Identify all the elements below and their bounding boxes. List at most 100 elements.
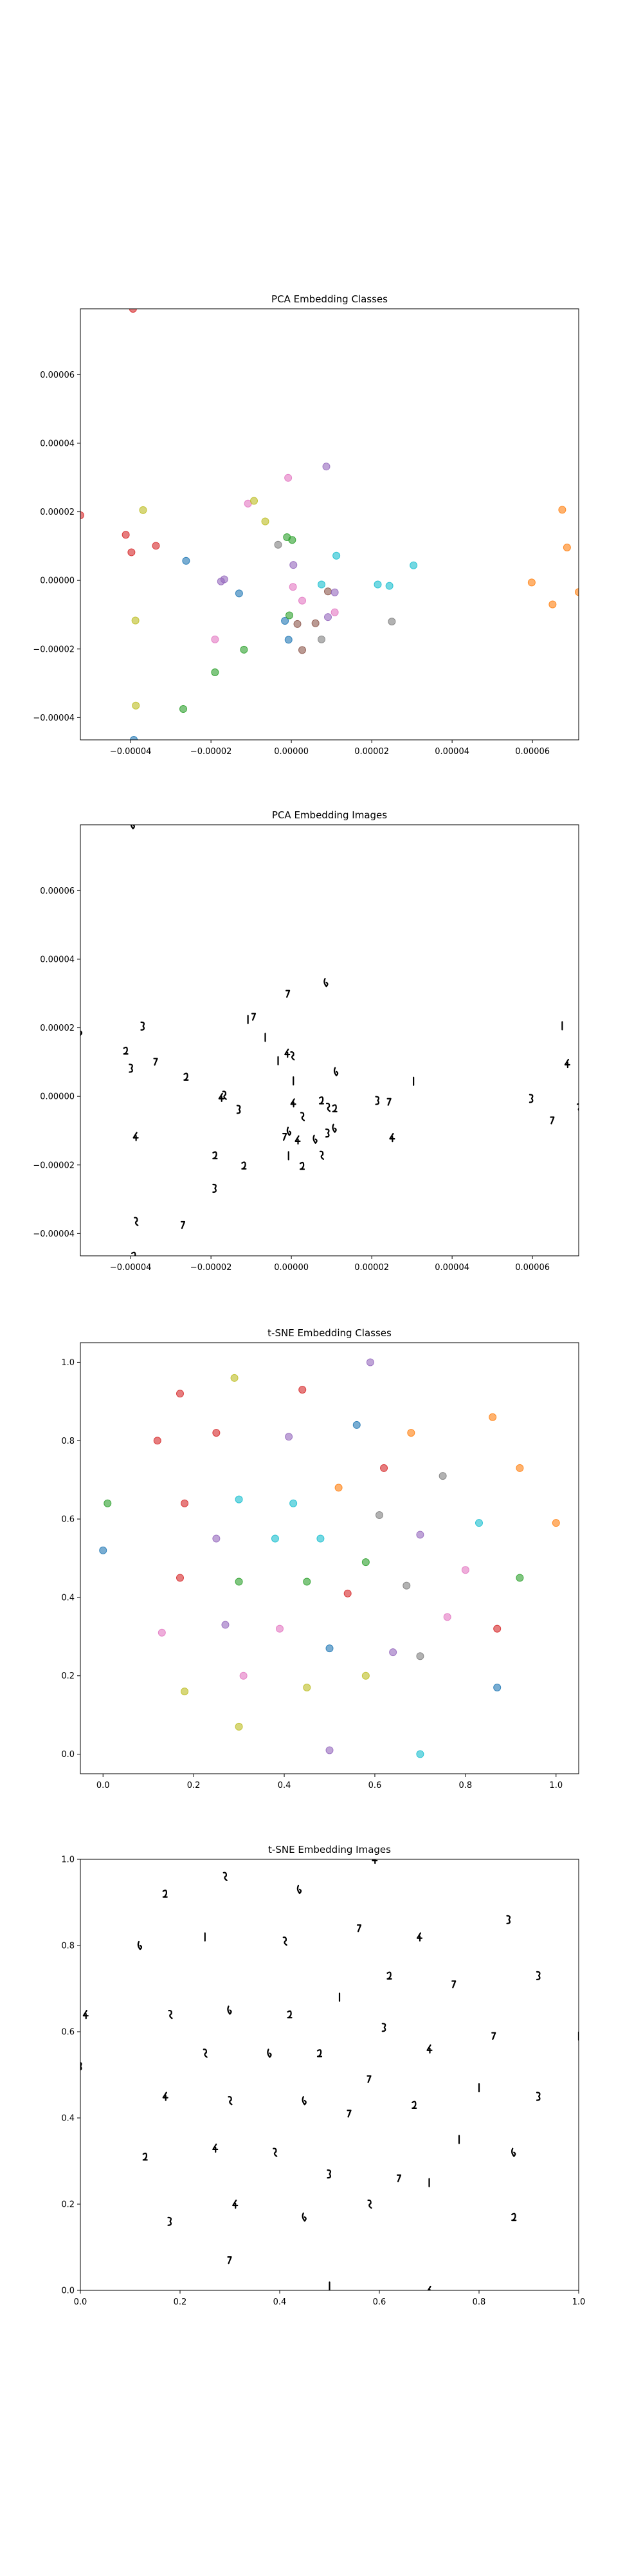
- data-point: [284, 474, 293, 482]
- x-tick-label: 0.00002: [354, 1263, 389, 1273]
- data-point: [489, 1413, 497, 1421]
- x-tick-label: −0.00004: [110, 747, 152, 757]
- x-tick-label: −0.00002: [190, 1263, 232, 1273]
- data-point: [385, 582, 394, 590]
- x-tick-label: 0.00000: [274, 1263, 309, 1273]
- digit-thumbnail: [491, 2032, 496, 2040]
- axes-frame: [80, 824, 579, 1256]
- data-point: [289, 561, 298, 569]
- data-point: [182, 557, 190, 565]
- data-point: [516, 1574, 524, 1582]
- data-point: [235, 1722, 243, 1731]
- data-point: [285, 1433, 293, 1441]
- digit-thumbnail: [325, 1102, 331, 1112]
- digit-thumbnail: [367, 2199, 372, 2209]
- digit-thumbnail: [296, 1884, 302, 1894]
- data-point: [235, 1495, 243, 1504]
- digit-thumbnail: [332, 1104, 338, 1112]
- data-point: [334, 1484, 343, 1492]
- y-tick-label: −0.00002: [33, 645, 75, 654]
- digit-thumbnail: [332, 1123, 337, 1133]
- digit-thumbnail: [325, 1128, 330, 1138]
- data-point: [284, 636, 293, 644]
- digit-thumbnail: [327, 2169, 332, 2179]
- digit-thumbnail: [536, 1971, 541, 1980]
- digit-thumbnail: [302, 2213, 307, 2222]
- digit-thumbnail: [356, 1924, 362, 1933]
- digit-thumbnail: [228, 2095, 233, 2106]
- data-point: [235, 589, 243, 598]
- y-tick-label: 0.00006: [40, 371, 75, 380]
- plot-area: [80, 309, 579, 740]
- data-point: [235, 1578, 243, 1586]
- digit-thumbnail: [416, 1932, 423, 1942]
- digit-thumbnail: [137, 1940, 143, 1951]
- chart-panel-3: t-SNE Embedding Classes 0.0 0.2 0.4 0.6 0.8 1.…: [61, 1327, 579, 1790]
- digit-thumbnail: [290, 1051, 295, 1061]
- y-tick-label: 0.00004: [40, 955, 75, 964]
- digit-thumbnail: [123, 1046, 129, 1055]
- digit-thumbnail: [212, 1151, 218, 1159]
- digit-thumbnail: [451, 1980, 457, 1989]
- data-point: [527, 578, 536, 587]
- x-tick-label: 0.00004: [435, 747, 469, 757]
- y-tick-label: 0.0: [61, 2286, 75, 2296]
- digit-thumbnail: [131, 1251, 136, 1256]
- data-point: [179, 705, 187, 713]
- data-point: [324, 587, 332, 596]
- data-point: [212, 1534, 221, 1543]
- data-point: [221, 1621, 230, 1629]
- data-point: [303, 1578, 311, 1586]
- data-point: [332, 551, 341, 560]
- y-tick-label: 0.6: [61, 2028, 75, 2038]
- digit-thumbnail: [426, 2044, 433, 2054]
- digit-thumbnail: [294, 1135, 301, 1145]
- data-point: [131, 616, 140, 625]
- x-tick-label: 0.0: [74, 2297, 87, 2307]
- y-tick-label: 0.00006: [40, 887, 75, 896]
- digit-thumbnail: [167, 2216, 172, 2226]
- data-point: [461, 1566, 469, 1574]
- data-point: [376, 1511, 383, 1519]
- data-point: [403, 1581, 411, 1590]
- digit-thumbnail: [536, 2092, 541, 2101]
- chart-panel-2: PCA Embedding Images −0.00004 −0.00002 0.00…: [33, 809, 579, 1273]
- digit-thumbnail: [299, 1161, 305, 1170]
- digit-thumbnail: [550, 1116, 555, 1125]
- y-tick-label: 0.2: [61, 1671, 75, 1681]
- data-point: [575, 588, 579, 596]
- data-point: [366, 1358, 374, 1366]
- data-point: [274, 540, 282, 549]
- data-point: [475, 1519, 483, 1527]
- x-tick-label: 0.00006: [515, 1263, 550, 1273]
- digit-thumbnail: [506, 1915, 511, 1924]
- y-tick-label: 0.00002: [40, 1024, 75, 1033]
- digit-thumbnail: [511, 2213, 517, 2222]
- data-point: [416, 1750, 424, 1758]
- y-tick-label: 1.0: [61, 1358, 75, 1368]
- y-tick-label: 0.00000: [40, 1092, 75, 1102]
- digit-thumbnail: [212, 1183, 217, 1193]
- data-point: [212, 1429, 221, 1437]
- y-tick-label: 0.6: [61, 1515, 75, 1525]
- data-point: [388, 618, 396, 626]
- data-point: [325, 1746, 334, 1754]
- chart-title: PCA Embedding Images: [272, 809, 387, 821]
- data-point: [331, 588, 339, 596]
- axes-frame: [80, 1859, 579, 2291]
- digit-thumbnail: [367, 2075, 372, 2083]
- data-point: [563, 543, 571, 551]
- digit-thumbnail: [80, 2061, 82, 2071]
- data-point: [558, 506, 566, 514]
- axes-frame: [80, 1342, 579, 1774]
- y-tick-label: 0.8: [61, 1942, 75, 1951]
- data-point: [239, 1671, 248, 1680]
- digit-thumbnail: [80, 1030, 83, 1036]
- data-point: [152, 542, 160, 550]
- digit-thumbnail: [153, 1058, 158, 1066]
- digit-thumbnail: [134, 1217, 139, 1226]
- digit-thumbnail: [251, 1013, 257, 1021]
- axes-frame: [80, 308, 579, 741]
- x-tick-label: 0.6: [373, 2297, 386, 2307]
- y-tick-label: 0.4: [61, 2114, 75, 2124]
